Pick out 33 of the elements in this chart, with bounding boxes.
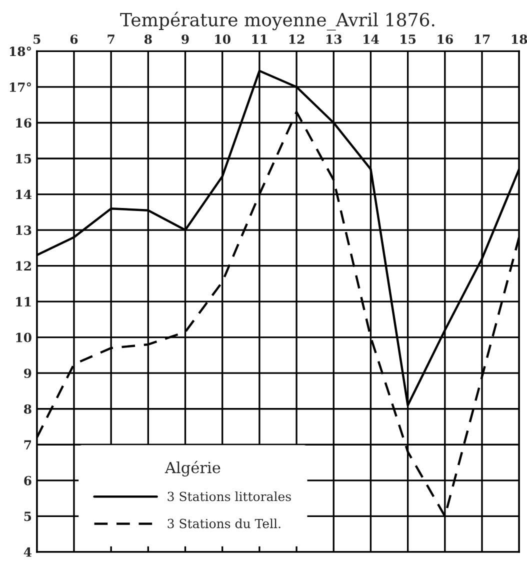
x-tick-label: 13 xyxy=(326,34,342,44)
y-tick-label: 16 xyxy=(16,118,32,128)
x-tick-label: 14 xyxy=(364,34,379,44)
x-tick-label: 10 xyxy=(215,34,230,44)
y-tick-label: 6 xyxy=(24,476,32,486)
y-tick-label: 5 xyxy=(24,512,32,522)
y-tick-label: 13 xyxy=(16,226,32,235)
x-tick-label: 7 xyxy=(108,34,114,44)
y-tick-label: 11 xyxy=(16,297,31,306)
y-tick-label: 4 xyxy=(24,547,32,557)
chart-title: Température moyenne_Avril 1876. xyxy=(120,12,434,30)
legend-label: 3 Stations littorales xyxy=(168,491,291,502)
legend-label: 3 Stations du Tell. xyxy=(168,518,280,528)
y-tick-label: 17° xyxy=(10,82,31,92)
y-tick-label: 18° xyxy=(10,46,31,56)
x-tick-label: 18 xyxy=(512,34,527,44)
y-tick-label: 12 xyxy=(16,261,31,271)
x-tick-label: 16 xyxy=(438,34,453,44)
x-tick-label: 9 xyxy=(182,34,189,44)
y-tick-label: 8 xyxy=(24,404,32,414)
legend-title: Algérie xyxy=(164,460,220,476)
y-tick-label: 14 xyxy=(16,190,32,200)
y-tick-label: 9 xyxy=(24,368,32,378)
x-tick-label: 5 xyxy=(34,34,40,44)
x-tick-label: 8 xyxy=(144,34,152,44)
y-tick-label: 10 xyxy=(16,332,32,342)
y-tick-label: 7 xyxy=(24,440,31,450)
x-tick-label: 12 xyxy=(289,34,304,44)
x-tick-label: 11 xyxy=(252,34,267,44)
x-tick-label: 6 xyxy=(70,34,78,44)
x-tick-label: 17 xyxy=(474,34,490,44)
x-tick-label: 15 xyxy=(400,34,416,44)
y-tick-label: 15 xyxy=(16,154,32,164)
